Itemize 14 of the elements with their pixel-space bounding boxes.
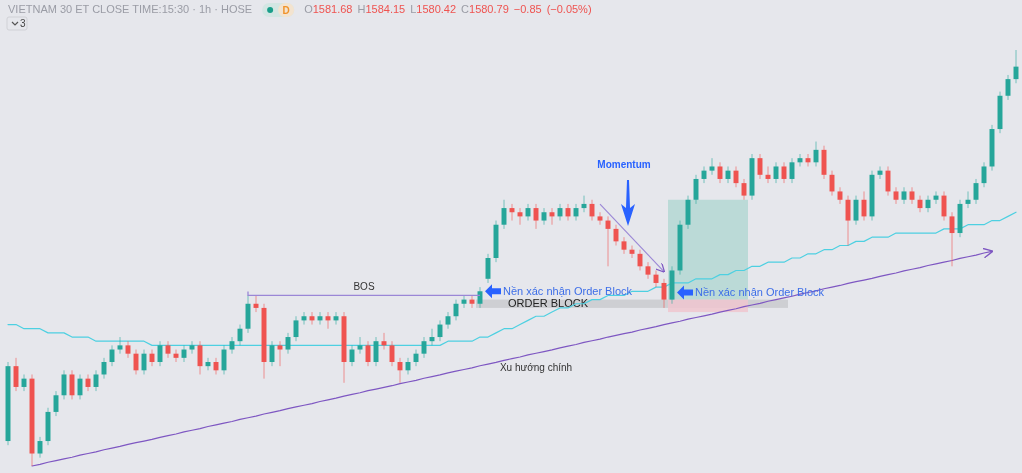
annotation: Xu hướng chính: [499, 362, 573, 373]
annotation: Nền xác nhận Order Block: [503, 285, 633, 298]
annotation: Momentum: [597, 159, 651, 170]
band-label: ORDER BLOCK: [508, 296, 589, 309]
text: O1581.68 H1584.15 L1580.42 C1580.79 −0.85 (−0.05%): [304, 3, 592, 15]
candlestick: [117, 336, 123, 355]
annotation: BOS: [353, 281, 375, 293]
chart-title: VIETNAM 30 ET CLOSE TIME:15:30 · 1h · HOSE: [8, 3, 253, 15]
candlestick: [189, 340, 195, 355]
text: D: [282, 5, 290, 16]
candlestick: [597, 211, 603, 226]
candlestick: [357, 336, 363, 355]
candlestick: [709, 157, 715, 176]
text: 3: [20, 18, 26, 29]
